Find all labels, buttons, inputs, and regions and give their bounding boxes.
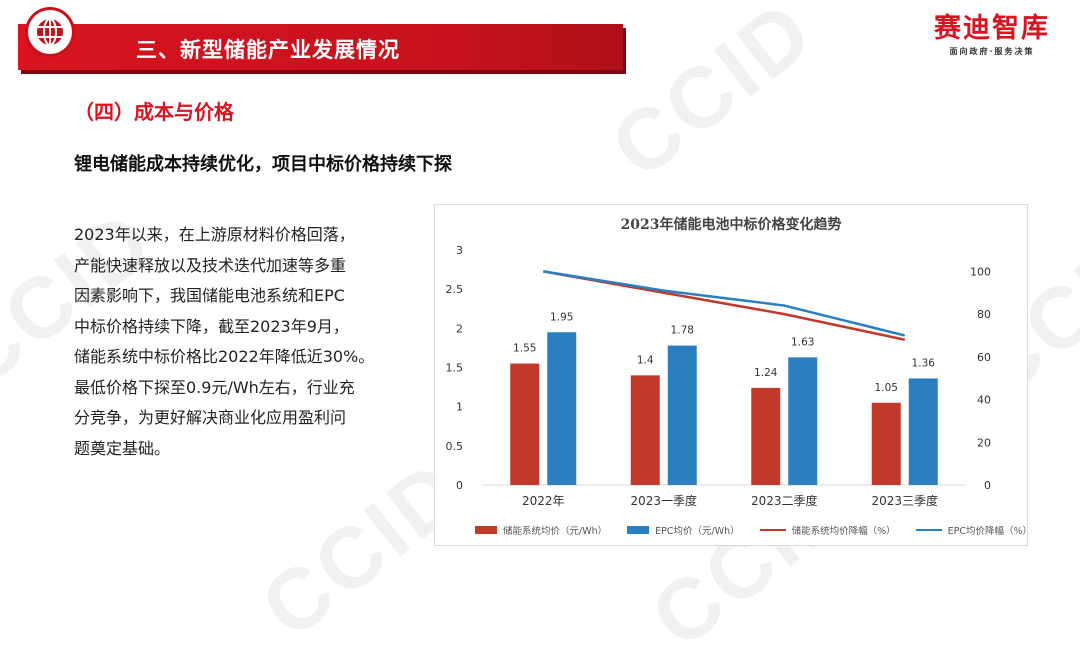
bar-value-label: 1.95: [550, 311, 573, 323]
bar: [751, 387, 781, 485]
legend-swatch: [475, 526, 497, 534]
y-right-tick-label: 60: [977, 351, 991, 364]
series-line: [543, 270, 906, 337]
globe-icon: [28, 10, 72, 54]
x-tick-label: 2023一季度: [630, 493, 697, 508]
y-left-tick-label: 1: [456, 401, 463, 414]
brand-logo: 赛迪智库 面向政府·服务决策: [934, 14, 1050, 57]
y-right-tick-label: 20: [977, 436, 991, 449]
body-line: 产能快速释放以及技术迭代加速等多重: [74, 255, 347, 275]
body-line: 2023年以来，在上游原材料价格回落，: [74, 225, 355, 244]
body-line: 最低价格下探至0.9元/Wh左右，行业充: [74, 377, 355, 397]
y-left-tick-label: 3: [456, 244, 463, 257]
legend-item: EPC均价降幅（%）: [915, 523, 1033, 537]
body-paragraph: 2023年以来，在上游原材料价格回落， 产能快速释放以及技术迭代加速等多重 因素…: [74, 220, 414, 464]
legend-label: 储能系统均价（元/Wh）: [503, 526, 608, 537]
bar: [510, 363, 540, 485]
x-tick-label: 2023二季度: [751, 493, 818, 508]
bar-value-label: 1.78: [671, 325, 694, 337]
bar: [630, 375, 660, 485]
bar: [547, 332, 577, 485]
y-left-tick-label: 1.5: [446, 362, 464, 375]
chart-legend: 储能系统均价（元/Wh） EPC均价（元/Wh） 储能系统均价降幅（%） EPC…: [475, 523, 1032, 537]
bar-value-label: 1.63: [791, 336, 814, 348]
bar-value-label: 1.05: [875, 382, 898, 394]
brand-slogan: 面向政府·服务决策: [949, 47, 1035, 56]
legend-label: EPC均价（元/Wh）: [655, 526, 740, 537]
watermark: CCID: [594, 0, 832, 197]
y-right-tick-label: 100: [970, 265, 991, 278]
body-line: 题奠定基础。: [74, 438, 171, 458]
bar: [788, 357, 818, 485]
y-right-tick-label: 80: [977, 308, 991, 321]
legend-item: 储能系统均价（元/Wh）: [475, 523, 607, 537]
legend-swatch: [915, 529, 942, 531]
body-line: 中标价格持续下降，截至2023年9月，: [74, 316, 349, 336]
legend-item: 储能系统均价降幅（%）: [759, 523, 896, 537]
bar-value-label: 1.4: [637, 354, 654, 366]
bar-value-label: 1.24: [754, 367, 778, 379]
chart-title: 2023年储能电池中标价格变化趋势: [621, 216, 842, 233]
header-band: [18, 24, 623, 70]
y-left-tick-label: 2: [456, 322, 463, 335]
brand-name: 赛迪智库: [934, 13, 1050, 44]
body-line: 分竞争，为更好解决商业化应用盈利问: [74, 408, 347, 427]
x-tick-label: 2023三季度: [871, 493, 938, 508]
price-trend-chart: 2023年储能电池中标价格变化趋势 0 0.5 1 1.5 2 2.5 3 0 20 40 60 80 1…: [434, 204, 1032, 546]
y-left-tick-label: 0.5: [446, 440, 464, 453]
bar: [908, 378, 938, 485]
y-left-tick-label: 2.5: [446, 283, 464, 296]
legend-swatch: [627, 526, 650, 534]
bar-value-label: 1.55: [513, 343, 536, 355]
section-title: （四）成本与价格: [74, 100, 234, 124]
x-tick-label: 2022年: [522, 494, 565, 508]
y-right-tick-label: 0: [984, 479, 991, 492]
y-right-tick-label: 40: [977, 394, 991, 407]
body-line: 因素影响下，我国储能电池系统和EPC: [74, 286, 345, 305]
legend-label: 储能系统均价降幅（%）: [791, 526, 896, 537]
legend-swatch: [759, 529, 786, 531]
subheading: 锂电储能成本持续优化，项目中标价格持续下探: [74, 154, 452, 175]
legend-item: EPC均价（元/Wh）: [627, 523, 740, 537]
chart-canvas: 2023年储能电池中标价格变化趋势 0 0.5 1 1.5 2 2.5 3 0 20 40 60 80 1…: [446, 216, 992, 508]
series-line: [543, 270, 906, 341]
legend-label: EPC均价降幅（%）: [947, 526, 1033, 537]
bar-value-label: 1.36: [912, 357, 936, 369]
body-line: 储能系统中标价格比2022年降低近30%。: [74, 347, 375, 366]
bar: [871, 402, 901, 485]
bar: [667, 345, 697, 485]
page-title: 三、新型储能产业发展情况: [136, 38, 400, 62]
y-left-tick-label: 0: [456, 479, 463, 492]
